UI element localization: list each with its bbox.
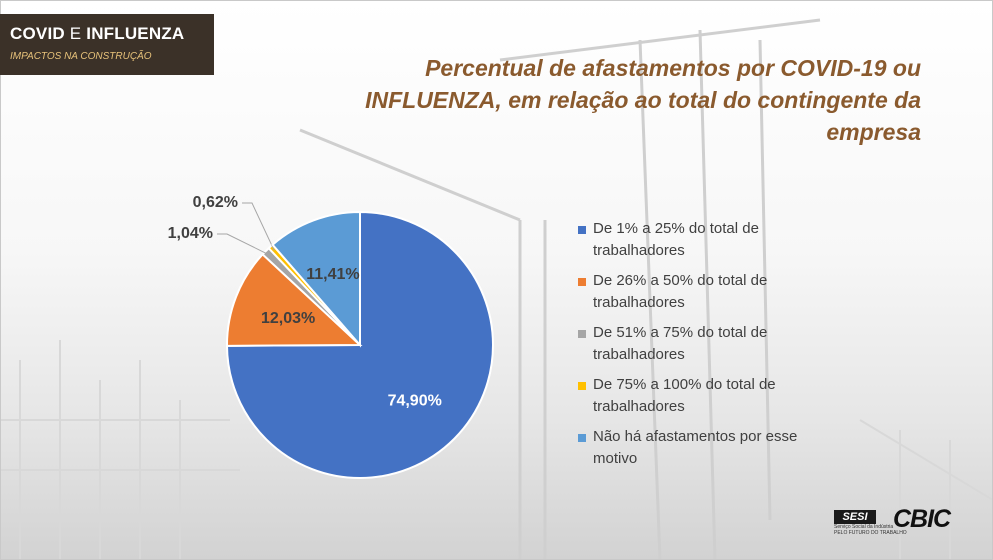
legend-swatch-1 <box>578 226 586 234</box>
chart-title: Percentual de afastamentos por COVID-19 … <box>365 55 921 145</box>
legend-item-4: De 75% a 100% do total de trabalhadores <box>578 374 818 418</box>
slice-label-2: 12,03% <box>261 310 315 327</box>
section-tag: COVID E INFLUENZA IMPACTOS NA CONSTRUÇÃO <box>0 14 214 75</box>
section-tag-title: COVID E INFLUENZA <box>10 24 184 44</box>
legend-item-5: Não há afastamentos por esse motivo <box>578 426 818 470</box>
legend-label-2: De 26% a 50% do total de trabalhadores <box>593 272 768 311</box>
tag-word-covid: COVID <box>10 24 65 43</box>
tag-word-e: E <box>69 24 82 43</box>
pie-slice-2 <box>225 252 363 347</box>
legend-item-1: De 1% a 25% do total de trabalhadores <box>578 218 818 262</box>
sesi-logo: SESI Serviço Social da Indústria PELO FU… <box>834 510 907 536</box>
cbic-logo: CBIC <box>893 505 951 533</box>
chart-legend: De 1% a 25% do total de trabalhadores De … <box>578 218 818 478</box>
legend-label-4: De 75% a 100% do total de trabalhadores <box>593 376 776 415</box>
legend-label-3: De 51% a 75% do total de trabalhadores <box>593 324 768 363</box>
section-tag-subtitle: IMPACTOS NA CONSTRUÇÃO <box>10 51 152 62</box>
slice-label-5: 11,41% <box>306 266 359 283</box>
slice-label-4: 0,62% <box>193 194 238 211</box>
legend-swatch-4 <box>578 382 586 390</box>
slice-leader-line-4 <box>242 202 275 251</box>
legend-item-2: De 26% a 50% do total de trabalhadores <box>578 270 818 314</box>
slice-leader-line-3 <box>217 233 270 256</box>
legend-swatch-5 <box>578 434 586 442</box>
legend-label-1: De 1% a 25% do total de trabalhadores <box>593 220 759 259</box>
slice-label-1: 74,90% <box>388 392 442 409</box>
sesi-logo-line2: PELO FUTURO DO TRABALHO <box>834 530 907 536</box>
pie-slice-1 <box>225 210 494 479</box>
tag-word-influenza: INFLUENZA <box>86 24 185 43</box>
pie-slice-5 <box>271 210 361 348</box>
legend-swatch-2 <box>578 278 586 286</box>
slice-label-3: 1,04% <box>168 225 213 242</box>
sesi-logo-line1: Serviço Social da Indústria <box>834 524 894 530</box>
legend-item-3: De 51% a 75% do total de trabalhadores <box>578 322 818 366</box>
sesi-logo-mark: SESI <box>834 510 876 524</box>
legend-label-5: Não há afastamentos por esse motivo <box>593 428 798 467</box>
legend-swatch-3 <box>578 330 586 338</box>
